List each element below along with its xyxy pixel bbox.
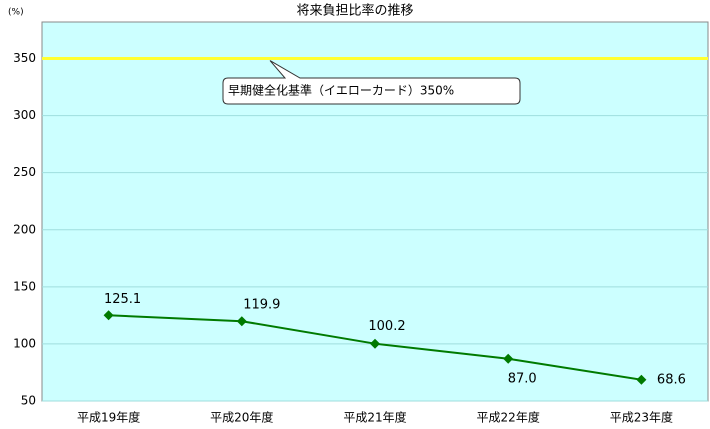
callout-label: 早期健全化基準（イエローカード）350% bbox=[228, 83, 454, 98]
x-tick-label: 平成20年度 bbox=[210, 410, 273, 425]
marker bbox=[636, 374, 647, 385]
y-tick-label: 150 bbox=[13, 279, 36, 293]
data-label: 100.2 bbox=[368, 319, 405, 334]
y-tick-label: 300 bbox=[13, 108, 36, 122]
marker bbox=[370, 338, 380, 349]
marker bbox=[503, 353, 514, 364]
data-label: 87.0 bbox=[508, 371, 537, 386]
data-label: 125.1 bbox=[104, 292, 141, 307]
y-tick-label: 250 bbox=[13, 165, 36, 179]
data-label: 68.6 bbox=[657, 372, 686, 387]
x-tick-label: 平成19年度 bbox=[77, 410, 140, 425]
x-tick-label: 平成22年度 bbox=[477, 410, 540, 425]
data-label: 119.9 bbox=[243, 298, 280, 313]
marker bbox=[103, 310, 114, 321]
marker bbox=[236, 316, 247, 327]
y-axis-label: (%) bbox=[8, 8, 24, 18]
y-tick-label: 50 bbox=[21, 394, 36, 408]
x-tick-label: 平成23年度 bbox=[610, 410, 673, 425]
x-tick-label: 平成21年度 bbox=[343, 410, 406, 425]
chart-title: 将来負担比率の推移 bbox=[296, 3, 413, 19]
callout-box bbox=[222, 60, 521, 105]
y-tick-label: 200 bbox=[13, 222, 36, 236]
y-tick-label: 100 bbox=[13, 336, 36, 350]
y-tick-label: 350 bbox=[13, 51, 36, 65]
